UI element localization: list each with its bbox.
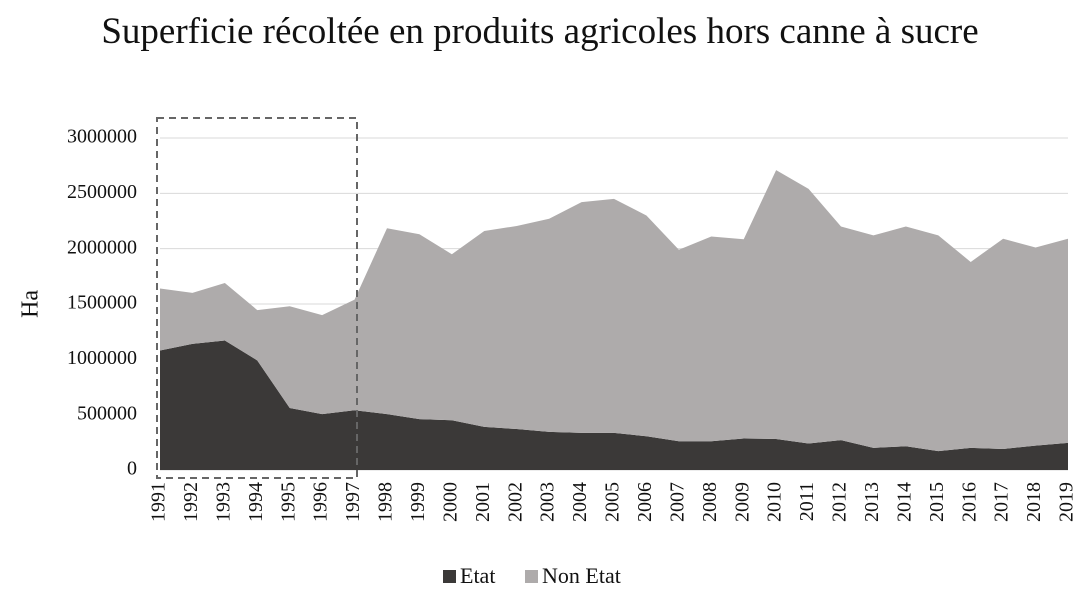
x-tick-label: 2003 [537, 482, 559, 522]
y-tick-label: 2500000 [67, 181, 137, 203]
legend-swatch [525, 570, 538, 583]
legend-label: Non Etat [542, 563, 621, 588]
x-tick-label: 2017 [991, 482, 1013, 522]
x-tick-label: 2005 [602, 482, 624, 522]
y-axis-label: Ha [18, 290, 44, 318]
x-tick-label: 1991 [148, 482, 170, 522]
x-tick-label: 2010 [764, 482, 786, 522]
x-tick-label: 1996 [310, 482, 332, 522]
y-tick-label: 1000000 [67, 347, 137, 369]
x-tick-label: 1999 [407, 482, 429, 522]
x-tick-label: 2014 [893, 482, 915, 522]
x-tick-label: 2002 [504, 482, 526, 522]
y-tick-label: 2000000 [67, 236, 137, 258]
x-tick-label: 2009 [731, 482, 753, 522]
x-tick-label: 1997 [342, 482, 364, 522]
x-tick-label: 1995 [277, 482, 299, 522]
highlight-box [156, 117, 358, 479]
legend-swatch [443, 570, 456, 583]
x-tick-label: 2016 [958, 482, 980, 522]
y-tick-label: 3000000 [67, 126, 137, 148]
x-tick-label: 2012 [829, 482, 851, 522]
x-tick-label: 2006 [634, 482, 656, 522]
x-tick-label: 1998 [375, 482, 397, 522]
x-tick-label: 1993 [212, 482, 234, 522]
x-tick-label: 2004 [569, 482, 591, 522]
legend-label: Etat [460, 563, 495, 588]
y-tick-label: 0 [127, 458, 137, 480]
x-tick-label: 2015 [926, 482, 948, 522]
x-tick-label: 1992 [180, 482, 202, 522]
y-tick-label: 500000 [77, 402, 137, 424]
x-tick-label: 2007 [666, 482, 688, 522]
x-tick-label: 2008 [699, 482, 721, 522]
x-tick-label: 2001 [472, 482, 494, 522]
y-tick-label: 1500000 [67, 292, 137, 314]
x-tick-label: 2000 [439, 482, 461, 522]
x-tick-label: 1994 [245, 482, 267, 522]
area [160, 170, 1068, 452]
x-tick-label: 2011 [796, 482, 818, 521]
x-tick-label: 2019 [1056, 482, 1078, 522]
x-tick-label: 2018 [1023, 482, 1045, 522]
area [160, 340, 1068, 470]
chart-title: Superficie récoltée en produits agricole… [101, 11, 979, 52]
x-tick-label: 2013 [861, 482, 883, 522]
